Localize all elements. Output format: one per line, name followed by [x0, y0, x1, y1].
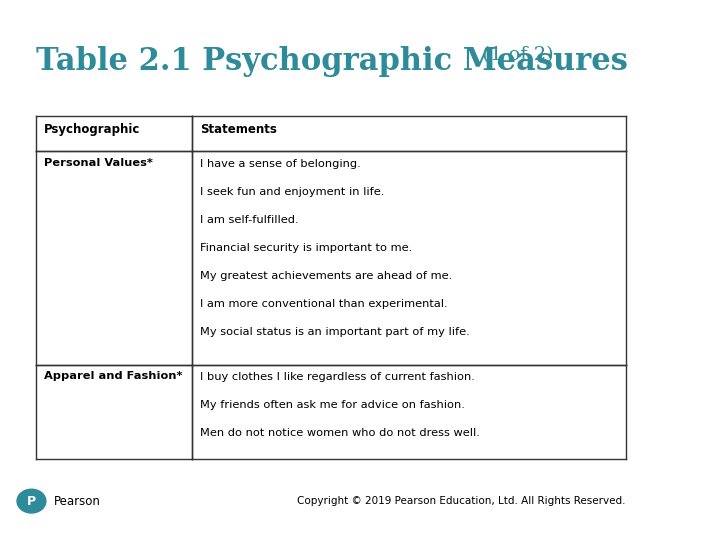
Text: I buy clothes I like regardless of current fashion.: I buy clothes I like regardless of curre… — [200, 372, 475, 382]
Text: I have a sense of belonging.: I have a sense of belonging. — [200, 159, 361, 169]
Text: My social status is an important part of my life.: My social status is an important part of… — [200, 327, 470, 338]
Circle shape — [17, 489, 46, 513]
Text: (1 of 2): (1 of 2) — [476, 46, 554, 64]
Text: I seek fun and enjoyment in life.: I seek fun and enjoyment in life. — [200, 187, 384, 197]
Text: My greatest achievements are ahead of me.: My greatest achievements are ahead of me… — [200, 271, 452, 281]
Text: P: P — [27, 495, 36, 508]
Text: Table 2.1 Psychographic Measures: Table 2.1 Psychographic Measures — [36, 46, 628, 77]
Text: Personal Values*: Personal Values* — [44, 158, 153, 168]
Text: Apparel and Fashion*: Apparel and Fashion* — [44, 371, 182, 381]
Text: Financial security is important to me.: Financial security is important to me. — [200, 243, 413, 253]
Text: My friends often ask me for advice on fashion.: My friends often ask me for advice on fa… — [200, 400, 465, 410]
Text: Men do not notice women who do not dress well.: Men do not notice women who do not dress… — [200, 428, 480, 438]
Text: Psychographic: Psychographic — [44, 123, 140, 136]
Text: Pearson: Pearson — [54, 495, 101, 508]
Text: Statements: Statements — [200, 123, 277, 136]
Text: I am self-fulfilled.: I am self-fulfilled. — [200, 215, 299, 225]
Text: Copyright © 2019 Pearson Education, Ltd. All Rights Reserved.: Copyright © 2019 Pearson Education, Ltd.… — [297, 496, 626, 506]
Text: I am more conventional than experimental.: I am more conventional than experimental… — [200, 299, 448, 309]
